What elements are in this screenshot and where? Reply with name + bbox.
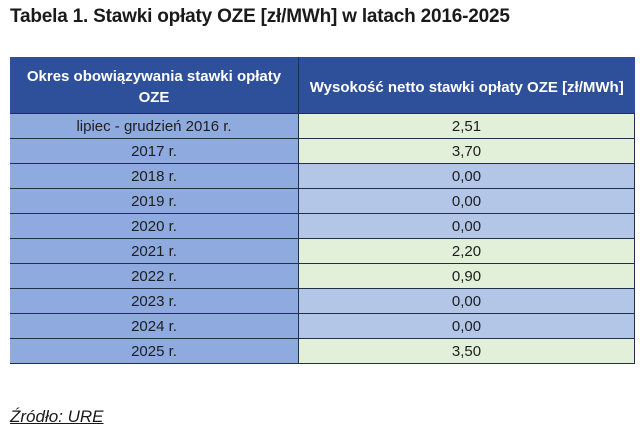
table-row: 2019 r. 0,00 (10, 188, 635, 214)
period-cell: 2019 r. (10, 188, 299, 214)
rate-value-cell: 0,90 (298, 263, 635, 289)
period-cell: 2018 r. (10, 163, 299, 189)
table-row: 2023 r. 0,00 (10, 288, 635, 314)
table-row: 2022 r. 0,90 (10, 263, 635, 289)
table-row: 2024 r. 0,00 (10, 313, 635, 339)
table-row: 2017 r. 3,70 (10, 138, 635, 164)
period-cell: 2017 r. (10, 138, 299, 164)
period-cell: 2024 r. (10, 313, 299, 339)
rate-value-cell: 2,20 (298, 238, 635, 264)
header-value: Wysokość netto stawki opłaty OZE [zł/MWh… (298, 57, 635, 114)
rate-value-cell: 3,70 (298, 138, 635, 164)
rate-value-cell: 0,00 (298, 213, 635, 239)
table-row: 2018 r. 0,00 (10, 163, 635, 189)
rate-value-cell: 0,00 (298, 163, 635, 189)
table-row: lipiec - grudzień 2016 r. 2,51 (10, 113, 635, 139)
rate-value-cell: 2,51 (298, 113, 635, 139)
table-row: 2020 r. 0,00 (10, 213, 635, 239)
period-cell: lipiec - grudzień 2016 r. (10, 113, 299, 139)
rate-value-cell: 0,00 (298, 188, 635, 214)
rate-value-cell: 0,00 (298, 288, 635, 314)
period-cell: 2025 r. (10, 338, 299, 364)
rate-value-cell: 0,00 (298, 313, 635, 339)
period-cell: 2023 r. (10, 288, 299, 314)
period-cell: 2020 r. (10, 213, 299, 239)
rate-value-cell: 3,50 (298, 338, 635, 364)
period-cell: 2021 r. (10, 238, 299, 264)
period-cell: 2022 r. (10, 263, 299, 289)
table-row: 2025 r. 3,50 (10, 338, 635, 364)
rates-table: Okres obowiązywania stawki opłaty OZE Wy… (10, 57, 635, 364)
table-title: Tabela 1. Stawki opłaty OZE [zł/MWh] w l… (10, 6, 510, 27)
header-period: Okres obowiązywania stawki opłaty OZE (10, 57, 299, 114)
table-header-row: Okres obowiązywania stawki opłaty OZE Wy… (10, 57, 635, 114)
table-row: 2021 r. 2,20 (10, 238, 635, 264)
source-note: Źródło: URE (10, 407, 104, 426)
